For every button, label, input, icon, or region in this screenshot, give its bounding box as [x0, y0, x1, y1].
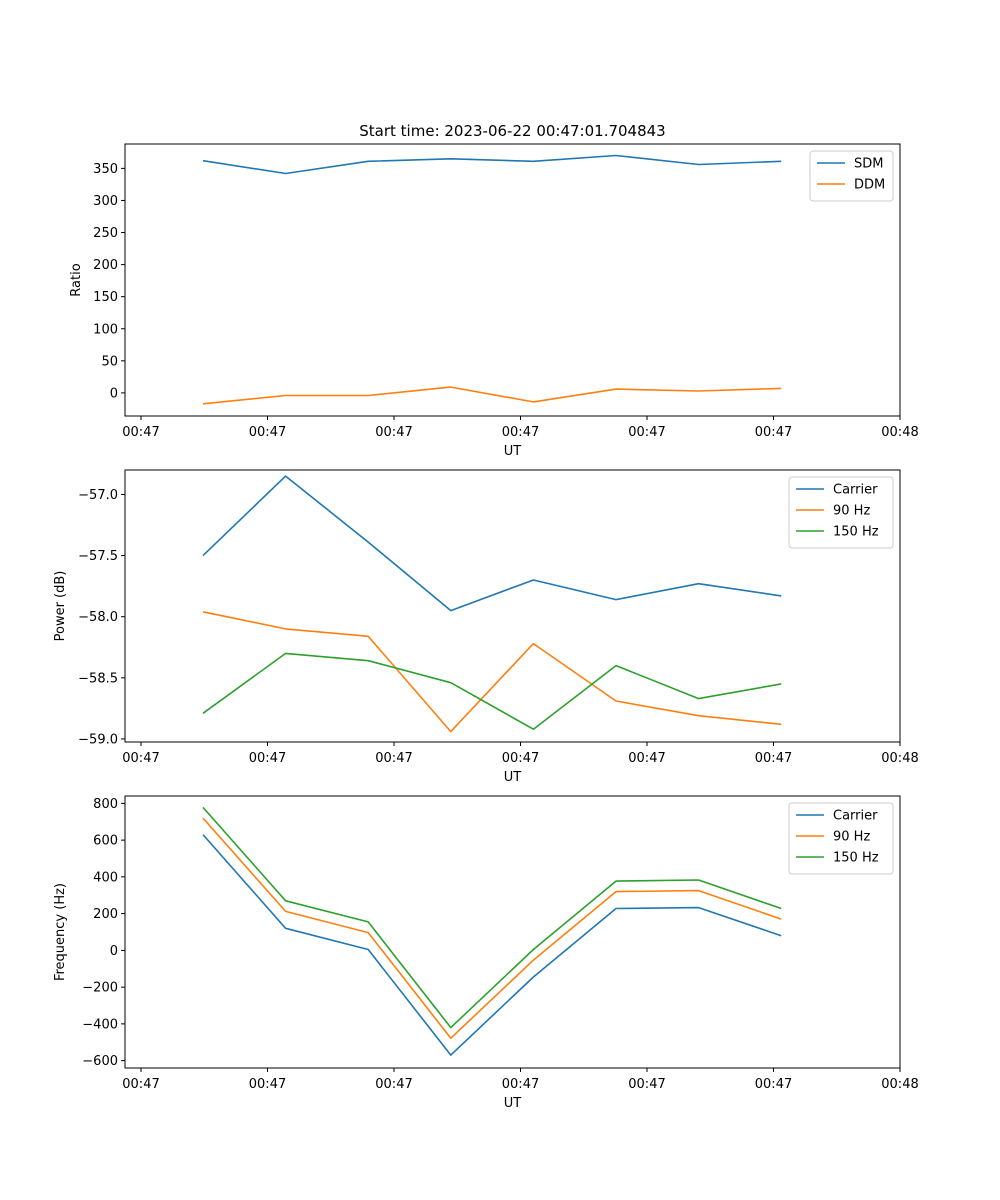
y-tick-label: 150: [93, 290, 118, 305]
chart-panels: 0 50 100 150 200 250 300 350 00:47 00:47 00:47 00:4…: [53, 143, 919, 1111]
x-tick-label: 00:47: [628, 1077, 665, 1092]
axes-frame: [124, 469, 901, 743]
y-tick-label: −200: [82, 981, 118, 996]
legend-entry-ddm: DDM: [854, 178, 885, 193]
series-line-carrier: [202, 475, 782, 612]
y-tick-label: 300: [93, 194, 118, 209]
x-tick-label: 00:47: [502, 1077, 539, 1092]
y-tick-label: 400: [93, 870, 118, 885]
y-tick-label: 800: [93, 797, 118, 812]
x-tick-label: 00:47: [122, 751, 159, 766]
series-line-sdm: [202, 154, 782, 175]
x-tick-label: 00:47: [502, 425, 539, 440]
legend-entry-carrier: Carrier: [833, 809, 878, 824]
y-tick-label: 200: [93, 907, 118, 922]
series-line-90-hz: [202, 817, 782, 1039]
x-tick-label: 00:48: [881, 751, 918, 766]
y-tick-label: 50: [101, 354, 118, 369]
x-tick-label: 00:47: [249, 425, 286, 440]
x-tick-label: 00:47: [755, 751, 792, 766]
series-line-150-hz: [202, 806, 782, 1029]
series-line-ddm: [202, 386, 782, 405]
y-axis-label: Frequency (Hz): [53, 883, 68, 981]
x-axis-label: UT: [504, 444, 522, 459]
y-tick-label: 200: [93, 258, 118, 273]
legend: Carrier 90 Hz 150 Hz: [788, 476, 894, 549]
x-tick-label: 00:47: [502, 751, 539, 766]
y-tick-label: 100: [93, 322, 118, 337]
series-line-carrier: [202, 834, 782, 1056]
y-tick-label: −58.0: [78, 610, 118, 625]
x-tick-label: 00:47: [628, 751, 665, 766]
y-tick-label: 0: [110, 944, 118, 959]
legend-entry-sdm: SDM: [854, 157, 883, 172]
legend-entry-150-hz: 150 Hz: [833, 525, 879, 540]
x-tick-label: 00:47: [122, 425, 159, 440]
x-tick-label: 00:47: [375, 751, 412, 766]
legend-entry-90-hz: 90 Hz: [833, 504, 870, 519]
x-tick-label: 00:47: [249, 751, 286, 766]
axes-frame: [124, 143, 901, 417]
x-tick-label: 00:47: [249, 1077, 286, 1092]
x-tick-label: 00:48: [881, 425, 918, 440]
y-tick-label: 0: [110, 386, 118, 401]
legend-entry-150-hz: 150 Hz: [833, 851, 879, 866]
x-tick-label: 00:48: [881, 1077, 918, 1092]
y-tick-label: −59.0: [78, 732, 118, 747]
y-tick-label: 250: [93, 226, 118, 241]
y-tick-label: 600: [93, 834, 118, 849]
x-axis-label: UT: [504, 770, 522, 785]
x-tick-label: 00:47: [755, 1077, 792, 1092]
y-tick-label: −58.5: [78, 671, 118, 686]
x-tick-label: 00:47: [122, 1077, 159, 1092]
legend: Carrier 90 Hz 150 Hz: [788, 802, 894, 875]
y-axis-label: Ratio: [69, 263, 84, 296]
x-tick-label: 00:47: [755, 425, 792, 440]
series-line-90-hz: [202, 611, 782, 733]
y-tick-label: −400: [82, 1017, 118, 1032]
y-tick-label: −57.5: [78, 549, 118, 564]
x-tick-label: 00:47: [628, 425, 665, 440]
y-tick-label: −57.0: [78, 488, 118, 503]
x-tick-label: 00:47: [375, 1077, 412, 1092]
x-axis-label: UT: [504, 1096, 522, 1111]
y-tick-label: 350: [93, 162, 118, 177]
y-tick-label: −600: [82, 1054, 118, 1069]
y-axis-label: Power (dB): [53, 571, 68, 642]
panel-2: −59.0 −58.5 −58.0 −57.5 −57.0 00:47 00:47 00:47…: [53, 469, 919, 785]
axes-frame: [124, 795, 901, 1069]
series-line-150-hz: [202, 652, 782, 731]
panel-3: −600 −400 −200 0 200 400 600 800 00:47 00:47 00:47…: [53, 795, 919, 1111]
x-tick-label: 00:47: [375, 425, 412, 440]
chart-title: Start time: 2023-06-22 00:47:01.704843: [359, 122, 665, 140]
legend-entry-90-hz: 90 Hz: [833, 830, 870, 845]
legend: SDM DDM: [809, 150, 894, 202]
panel-1: 0 50 100 150 200 250 300 350 00:47 00:47 00:47 00:4…: [69, 143, 919, 459]
legend-entry-carrier: Carrier: [833, 483, 878, 498]
